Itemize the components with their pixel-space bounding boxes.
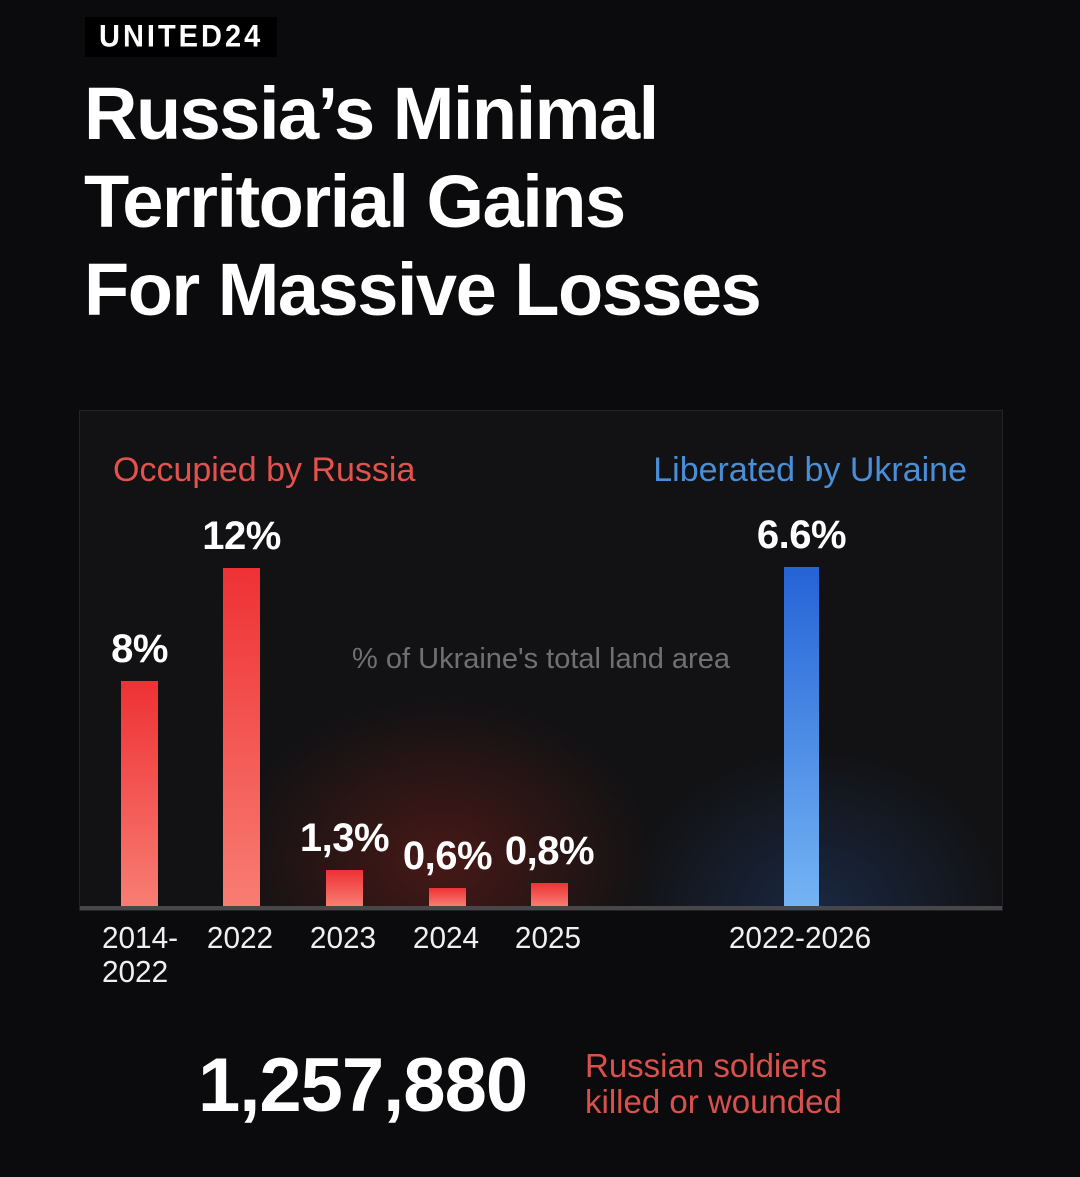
bar-group-occupied-2014-2022: 8% [111,627,168,906]
chart-panel: Occupied by Russia Liberated by Ukraine … [79,410,1003,911]
tick-2023: 2023 [309,920,377,955]
bar-value-label-2022: 12% [202,514,281,558]
bar-occupied-2024 [429,888,466,906]
bar-group-occupied-2022: 12% [202,514,281,906]
x-axis-line [80,906,1002,910]
tick-2025: 2025 [514,920,582,955]
tick-2024: 2024 [412,920,480,955]
x-axis-labels: 2014- 2022 2022 2023 2024 2025 2022-2026 [79,921,1003,1005]
title-line-1: Russia’s Minimal [84,72,659,155]
tick-2014-2022-line1: 2014- [101,920,179,955]
bar-group-occupied-2023: 1,3% [300,816,390,906]
casualty-count: 1,257,880 [198,1043,528,1128]
bar-occupied-2014-2022 [121,681,158,906]
bar-value-label-2014-2022: 8% [111,627,168,671]
bar-occupied-2022 [223,568,260,906]
bar-value-label-2024: 0,6% [402,834,493,878]
legend-occupied-by-russia: Occupied by Russia [113,451,416,489]
bar-group-occupied-2024: 0,6% [403,834,493,906]
bar-liberated-2022-2026 [784,567,819,906]
tick-2014-2022: 2014- 2022 [102,921,178,989]
bar-occupied-2025 [531,883,568,906]
bar-group-occupied-2025: 0,8% [505,829,595,906]
legend-liberated-by-ukraine: Liberated by Ukraine [653,451,967,489]
bar-group-liberated-2022-2026: 6.6% [757,513,847,906]
bar-value-label-2022-2026: 6.6% [756,513,847,557]
tick-2022-2026: 2022-2026 [728,920,872,955]
bar-value-label-2025: 0,8% [504,829,595,873]
casualty-caption-line1: Russian soldiers [585,1047,828,1084]
bar-value-label-2023: 1,3% [299,816,390,860]
united24-logo: UNITED24 [85,17,278,57]
title-line-3: For Massive Losses [84,248,762,331]
united24-logo-text: UNITED24 [99,19,264,54]
bar-occupied-2023 [326,870,363,906]
tick-2022: 2022 [206,920,274,955]
casualty-caption: Russian soldiers killed or wounded [585,1048,842,1120]
title-line-2: Territorial Gains [84,160,626,243]
page-title: Russia’s Minimal Territorial Gains For M… [84,70,762,334]
chart-subtitle-note: % of Ukraine's total land area [352,643,730,675]
tick-2014-2022-line2: 2022 [101,954,169,989]
casualty-caption-line2: killed or wounded [585,1083,842,1120]
